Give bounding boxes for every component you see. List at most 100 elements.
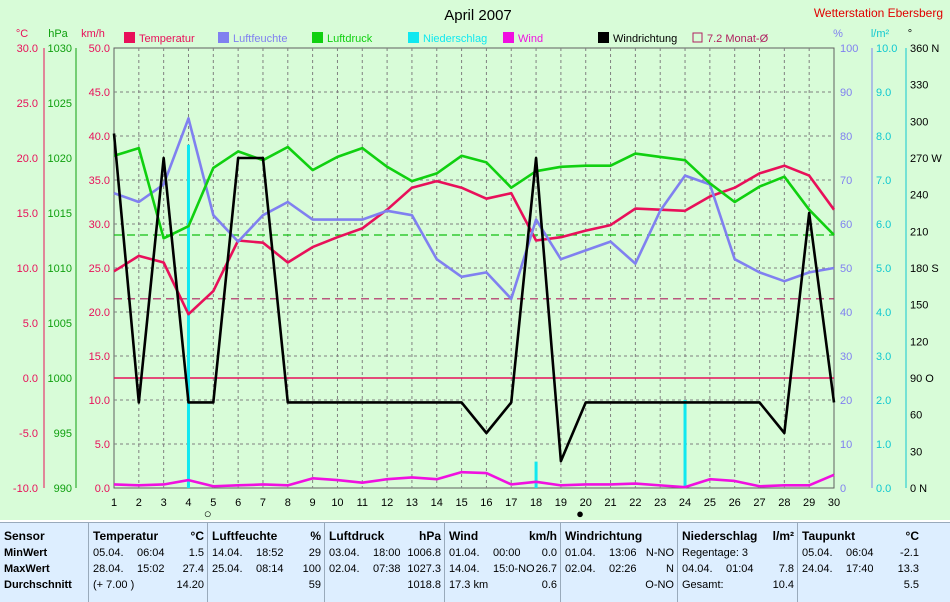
x-tick-label: 21 [604, 497, 616, 509]
rain-tick-label: 6.0 [876, 219, 891, 231]
cell-part: 13:06 [609, 547, 637, 559]
x-tick-label: 17 [505, 497, 517, 509]
cell-part: 15:02 [137, 563, 165, 575]
column-header: Taupunkt °C [802, 529, 919, 545]
legend-swatch [692, 32, 703, 43]
humidity-tick-label: 80 [840, 131, 852, 143]
rain-tick-label: 10.0 [876, 43, 897, 55]
unit-kmh: km/h [81, 28, 105, 40]
legend-label: Luftfeuchte [233, 33, 287, 45]
legend-swatch [124, 32, 135, 43]
legend: Temperatur Luftfeuchte Luftdruck Niederschl… [124, 32, 769, 45]
direction-tick-label: 300 [910, 116, 928, 128]
cell-value: O-NO [645, 579, 674, 591]
x-tick-label: 24 [679, 497, 691, 509]
x-tick-label: 25 [704, 497, 716, 509]
cell-part: Gesamt: [682, 579, 724, 591]
pressure-tick-label: 1030 [48, 43, 72, 55]
stats-cell: 25.04. 08:14 100 [212, 563, 321, 579]
humidity-tick-label: 40 [840, 307, 852, 319]
temp-tick-label: -5.0 [19, 428, 38, 440]
cell-part: Temperatur [93, 529, 159, 543]
x-tick-label: 27 [753, 497, 765, 509]
cell-value: 29 [308, 547, 321, 559]
pressure-tick-label: 1015 [48, 208, 72, 220]
direction-tick-label: 150 [910, 300, 928, 312]
humidity-tick-label: 60 [840, 219, 852, 231]
stats-cell: O-NO [565, 579, 674, 595]
direction-tick-label: 120 [910, 336, 928, 348]
cell-part: 24.04. [802, 563, 833, 575]
unit-lm2: l/m² [871, 28, 890, 40]
wind-tick-label: 10.0 [89, 395, 110, 407]
cell-part: Luftfeuchte [212, 529, 278, 543]
cell-part: 05.04. [93, 547, 124, 559]
cell-part: 08:14 [256, 563, 284, 575]
cell-part: 06:04 [137, 547, 165, 559]
column-header: Luftdruck hPa [329, 529, 441, 545]
cell-value: 5.5 [903, 579, 919, 591]
humidity-tick-label: 20 [840, 395, 852, 407]
series-line-luftfeuchte [113, 117, 835, 301]
direction-tick-label: 330 [910, 80, 928, 92]
stats-column: Windrichtung 01.04. 13:06 N-NO 02.04. 02:26 N O… [560, 523, 678, 602]
cell-value: 10.4 [772, 579, 794, 591]
series-lines [112, 117, 836, 489]
x-tick-label: 29 [803, 497, 815, 509]
x-tick-label: 18 [530, 497, 542, 509]
direction-tick-label: 270 W [910, 153, 942, 165]
legend-label: Luftdruck [327, 33, 373, 45]
direction-tick-label: 0 N [910, 483, 927, 495]
stats-cell: 01.04. 13:06 N-NO [565, 547, 674, 563]
rain-tick-label: 1.0 [876, 439, 891, 451]
cell-part: 01.04. [565, 547, 596, 559]
humidity-tick-label: 50 [840, 263, 852, 275]
pressure-tick-label: 1010 [48, 263, 72, 275]
chart-title: April 2007 [444, 7, 512, 24]
humidity-tick-label: 30 [840, 351, 852, 363]
cell-part: 01.04. [449, 547, 480, 559]
legend-label: Wind [518, 33, 543, 45]
cell-value: % [310, 529, 321, 543]
cell-part: 02:26 [609, 563, 637, 575]
wind-tick-label: 5.0 [95, 439, 110, 451]
wind-tick-label: 0.0 [95, 483, 110, 495]
x-tick-label: 1 [111, 497, 117, 509]
unit-celsius: °C [16, 28, 28, 40]
humidity-tick-label: 0 [840, 483, 846, 495]
cell-value: 27.4 [182, 563, 204, 575]
stats-cell: Gesamt: 10.4 [682, 579, 794, 595]
cell-part: 06:04 [846, 547, 874, 559]
column-header: Luftfeuchte% [212, 529, 321, 545]
label-avg: Durchschnitt [4, 579, 72, 591]
wind-tick-label: 15.0 [89, 351, 110, 363]
cell-value: N-NO [645, 547, 674, 559]
label-min: MinWert [4, 547, 48, 559]
wind-tick-label: 30.0 [89, 219, 110, 231]
cell-part: 15:0-NO [493, 563, 535, 575]
chart-svg: 30.025.020.015.010.05.00.0-5.0-10.010301… [13, 6, 943, 521]
wind-tick-label: 50.0 [89, 43, 110, 55]
temp-tick-label: 25.0 [17, 98, 38, 110]
stats-cell: 04.04. 01:04 7.8 [682, 563, 794, 579]
column-header: Temperatur °C [93, 529, 204, 545]
cell-value: 1006.8 [407, 547, 441, 559]
pressure-tick-label: 990 [54, 483, 72, 495]
rain-bar [534, 461, 538, 488]
grid [114, 48, 834, 488]
stats-cell: 05.04. 06:04 1.5 [93, 547, 204, 563]
stats-column: Luftdruck hPa 03.04. 18:00 1006.8 02.04. 07:38… [324, 523, 445, 602]
cell-value: l/m² [772, 529, 794, 543]
cell-part: 17.3 km [449, 579, 489, 591]
stats-cell: 03.04. 18:00 1006.8 [329, 547, 441, 563]
x-tick-label: 22 [629, 497, 641, 509]
stats-cell: 02.04. 02:26 N [565, 563, 674, 579]
stats-cell: (+ 7.00 ) 14.20 [93, 579, 204, 595]
stats-column: Niederschlag l/m² Regentage: 3 04.04. 01:04 7… [677, 523, 798, 602]
rain-tick-label: 8.0 [876, 131, 891, 143]
stats-column: Luftfeuchte% 14.04. 18:52 29 25.04. 08:14 100 5… [207, 523, 325, 602]
stats-column: Temperatur °C 05.04. 06:04 1.5 28.04. 15:02 27.… [88, 523, 208, 602]
x-tick-label: 23 [654, 497, 666, 509]
cell-part: Taupunkt [802, 529, 856, 543]
cell-part: 25.04. [212, 563, 243, 575]
